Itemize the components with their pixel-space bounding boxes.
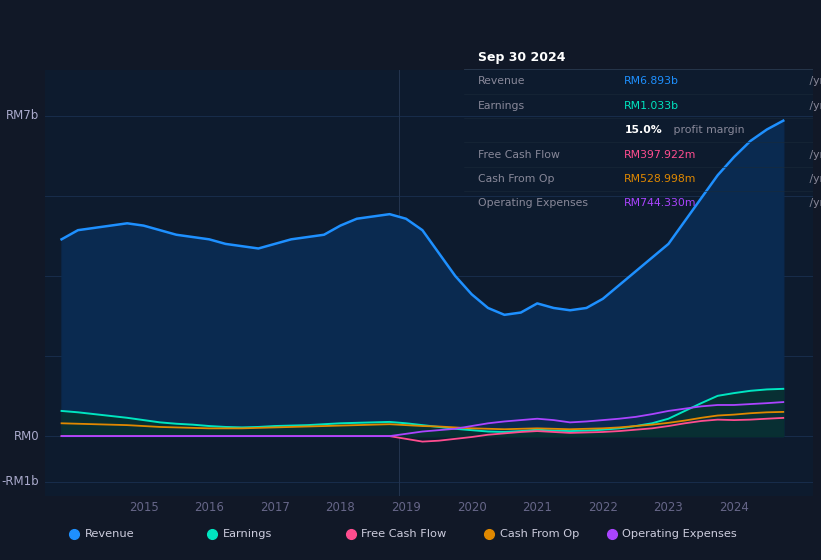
Text: Free Cash Flow: Free Cash Flow xyxy=(361,529,447,539)
Text: Earnings: Earnings xyxy=(223,529,273,539)
Text: Operating Expenses: Operating Expenses xyxy=(622,529,737,539)
Text: RM1.033b: RM1.033b xyxy=(624,101,680,111)
Text: /yr: /yr xyxy=(805,76,821,86)
Text: Free Cash Flow: Free Cash Flow xyxy=(478,150,560,160)
Text: RM7b: RM7b xyxy=(6,109,39,122)
Text: RM0: RM0 xyxy=(13,430,39,442)
Text: RM528.998m: RM528.998m xyxy=(624,174,697,184)
Text: Revenue: Revenue xyxy=(85,529,135,539)
Text: profit margin: profit margin xyxy=(670,125,744,135)
Text: /yr: /yr xyxy=(805,198,821,208)
Text: /yr: /yr xyxy=(805,174,821,184)
Text: Operating Expenses: Operating Expenses xyxy=(478,198,588,208)
Text: Cash From Op: Cash From Op xyxy=(500,529,579,539)
Text: /yr: /yr xyxy=(805,150,821,160)
Text: Sep 30 2024: Sep 30 2024 xyxy=(478,50,566,63)
Text: Revenue: Revenue xyxy=(478,76,525,86)
Text: -RM1b: -RM1b xyxy=(2,475,39,488)
Text: /yr: /yr xyxy=(805,101,821,111)
Text: RM397.922m: RM397.922m xyxy=(624,150,697,160)
Text: Earnings: Earnings xyxy=(478,101,525,111)
Text: RM6.893b: RM6.893b xyxy=(624,76,679,86)
Text: Cash From Op: Cash From Op xyxy=(478,174,554,184)
Text: 15.0%: 15.0% xyxy=(624,125,662,135)
Text: RM744.330m: RM744.330m xyxy=(624,198,697,208)
